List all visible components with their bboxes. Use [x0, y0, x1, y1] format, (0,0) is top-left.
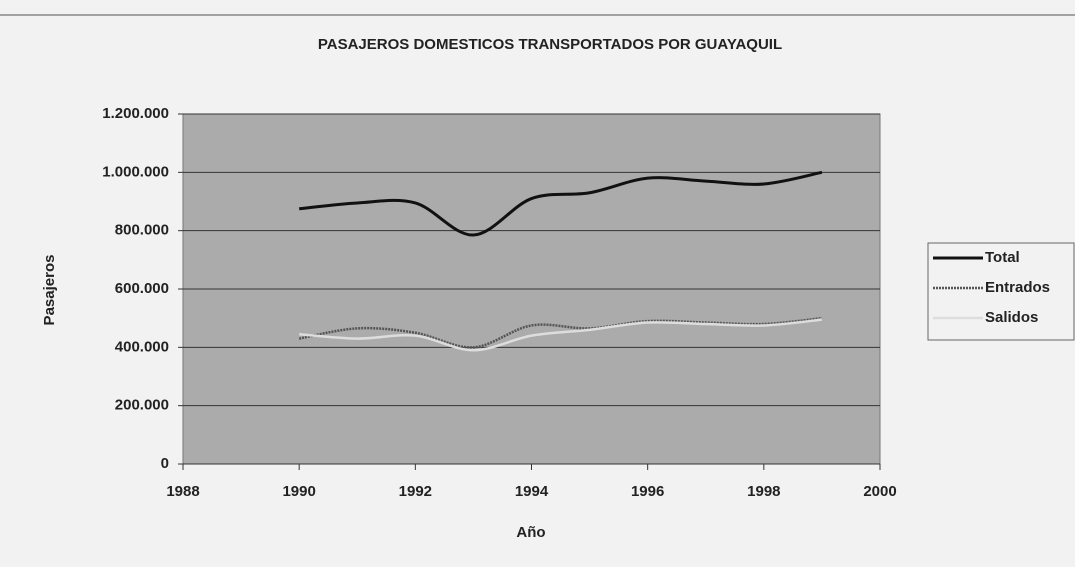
- x-tick-label: 1996: [631, 483, 664, 500]
- y-tick-label: 400.000: [115, 338, 169, 355]
- y-tick-label: 1.000.000: [102, 163, 169, 180]
- x-tick-label: 1998: [747, 483, 780, 500]
- x-tick-label: 1988: [166, 483, 199, 500]
- series-line: [298, 316, 823, 349]
- series-line: [299, 170, 823, 237]
- y-axis-label: Pasajeros: [41, 255, 58, 326]
- y-tick-label: 0: [161, 455, 169, 472]
- x-tick-label: 1990: [282, 483, 315, 500]
- legend-label: Total: [985, 249, 1020, 266]
- x-tick-label: 2000: [863, 483, 896, 500]
- x-axis-label: Año: [516, 524, 545, 541]
- y-tick-label: 200.000: [115, 397, 169, 414]
- y-tick-label: 800.000: [115, 222, 169, 239]
- chart-title: PASAJEROS DOMESTICOS TRANSPORTADOS POR G…: [318, 36, 782, 53]
- x-tick-label: 1992: [399, 483, 432, 500]
- y-tick-label: 1.200.000: [102, 105, 169, 122]
- legend-label: Salidos: [985, 309, 1038, 326]
- x-tick-label: 1994: [515, 483, 549, 500]
- legend-label: Entrados: [985, 279, 1050, 296]
- series-line: [299, 318, 823, 352]
- y-tick-label: 600.000: [115, 280, 169, 297]
